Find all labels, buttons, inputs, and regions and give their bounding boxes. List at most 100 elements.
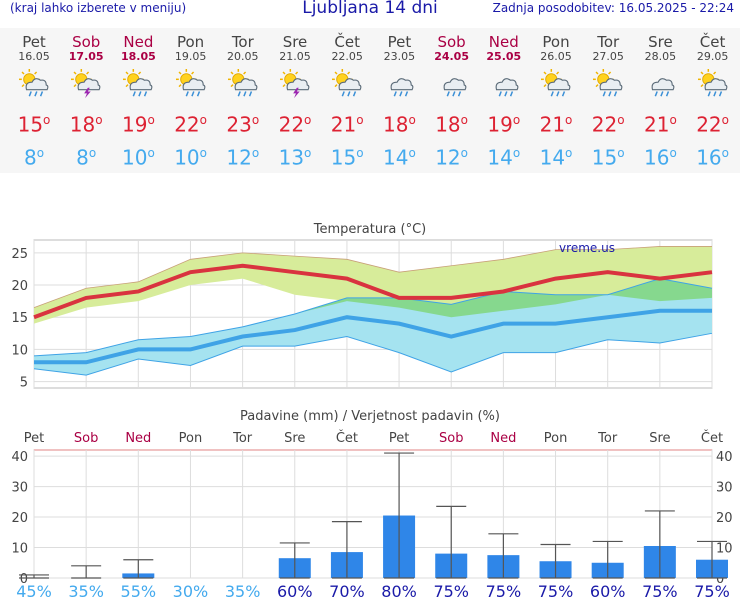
day-name: Čet bbox=[699, 33, 726, 51]
cloud-rain-icon bbox=[478, 69, 530, 99]
forecast-strip: Pet 16.05 15o 8o Sob 17.05 18o 8o Ned 18.05 19o 10o… bbox=[0, 28, 740, 173]
temp-min: 14o bbox=[539, 145, 573, 170]
temp-max: 21o bbox=[330, 112, 364, 137]
precip-probability: 80% bbox=[381, 582, 417, 600]
sun-cloud-rain-icon bbox=[8, 69, 60, 99]
x-tick-label: Pon bbox=[179, 431, 203, 446]
day-date: 23.05 bbox=[383, 50, 416, 63]
temp-min: 8o bbox=[23, 145, 45, 170]
sun-cloud-rain-icon bbox=[217, 69, 269, 99]
x-tick-label: Ned bbox=[125, 431, 151, 446]
sun-cloud-rain-icon bbox=[582, 69, 634, 99]
x-tick-label: Sob bbox=[439, 431, 463, 446]
day-name: Pet bbox=[387, 33, 412, 51]
temp-max: 22o bbox=[591, 112, 625, 137]
day-forecast: Pet 16.05 15o 8o bbox=[8, 28, 60, 170]
temp-min: 8o bbox=[76, 145, 97, 170]
temp-max: 15o bbox=[17, 112, 51, 137]
day-forecast: Ned 18.05 19o 10o bbox=[112, 28, 164, 170]
temp-max: 22o bbox=[696, 112, 729, 137]
precip-probability: 75% bbox=[433, 582, 469, 600]
day-date: 18.05 bbox=[120, 50, 156, 63]
min-lower-line bbox=[33, 332, 713, 376]
x-tick-label: Tor bbox=[597, 431, 618, 446]
last-update: Zadnja posodobitev: 16.05.2025 - 22:24 bbox=[492, 1, 734, 15]
max-upper-line bbox=[33, 246, 712, 308]
x-tick-label: Pet bbox=[24, 431, 44, 446]
sun-cloud-thunder-icon bbox=[269, 69, 321, 99]
max-temp-line bbox=[33, 263, 713, 320]
temp-min: 12o bbox=[226, 145, 260, 170]
day-date: 27.05 bbox=[592, 50, 624, 63]
min-upper-line bbox=[33, 278, 713, 357]
day-name: Pon bbox=[542, 33, 570, 51]
x-tick-label: Čet bbox=[701, 430, 723, 446]
temp-max: 18o bbox=[435, 112, 468, 137]
day-name: Pet bbox=[22, 33, 46, 51]
x-tick-label: Ned bbox=[490, 431, 516, 446]
day-forecast: Tor 20.05 23o 12o bbox=[217, 28, 269, 170]
sun-cloud-rain-icon bbox=[530, 69, 582, 99]
day-forecast: Pon 26.05 21o 14o bbox=[530, 28, 582, 170]
temp-min: 10o bbox=[174, 145, 207, 170]
temp-min: 13o bbox=[278, 145, 312, 170]
y-tick-label: 10 bbox=[11, 343, 28, 358]
y-tick-label-left: 20 bbox=[11, 511, 28, 526]
temp-max: 22o bbox=[278, 112, 312, 137]
day-forecast: Ned 25.05 19o 14o bbox=[478, 28, 530, 170]
y-tick-label-left: 30 bbox=[11, 481, 28, 496]
day-forecast: Pet 23.05 18o 14o bbox=[373, 28, 425, 170]
day-date: 22.05 bbox=[331, 50, 363, 63]
precip-probability: 70% bbox=[329, 582, 365, 600]
precip-probability: 75% bbox=[486, 582, 522, 600]
y-tick-label: 5 bbox=[20, 376, 28, 391]
temp-min: 14o bbox=[382, 145, 416, 170]
x-tick-label: Tor bbox=[232, 431, 253, 446]
page-title: Ljubljana 14 dni bbox=[302, 0, 438, 18]
temp-min: 15o bbox=[330, 145, 364, 170]
temp-min: 16o bbox=[643, 145, 677, 170]
day-forecast: Čet 29.05 22o 16o bbox=[687, 28, 739, 170]
temp-max: 18o bbox=[69, 112, 103, 137]
sun-cloud-rain-icon bbox=[112, 69, 164, 99]
day-forecast: Sre 21.05 22o 13o bbox=[269, 28, 321, 170]
temp-max: 22o bbox=[174, 112, 207, 137]
x-tick-label: Čet bbox=[336, 430, 358, 446]
cloud-rain-icon bbox=[373, 69, 425, 99]
temp-min: 16o bbox=[696, 145, 729, 170]
day-date: 26.05 bbox=[540, 50, 572, 63]
precip-probability: 35% bbox=[68, 582, 104, 600]
day-date: 29.05 bbox=[696, 50, 729, 63]
watermark: vreme.us bbox=[559, 241, 615, 255]
day-date: 20.05 bbox=[227, 50, 259, 63]
y-tick-label-right: 10 bbox=[716, 542, 733, 557]
temp-min: 12o bbox=[435, 145, 468, 170]
day-date: 24.05 bbox=[434, 50, 469, 63]
precip-probability: 75% bbox=[694, 582, 730, 600]
day-date: 21.05 bbox=[279, 50, 311, 63]
x-tick-label: Sre bbox=[284, 431, 305, 446]
cloud-rain-icon bbox=[634, 69, 686, 99]
day-name: Sre bbox=[282, 33, 308, 51]
cloud-rain-icon bbox=[426, 69, 478, 99]
x-tick-label: Pon bbox=[544, 431, 568, 446]
day-forecast: Sob 24.05 18o 12o bbox=[426, 28, 478, 170]
forecast-charts: Temperatura (°C) 5 10 15 20 25 vreme.us Padavin… bbox=[11, 222, 733, 600]
sun-cloud-rain-icon bbox=[687, 69, 739, 99]
y-tick-label: 20 bbox=[11, 279, 28, 294]
y-tick-label: 25 bbox=[11, 247, 28, 262]
day-name: Tor bbox=[231, 33, 254, 51]
temperature-chart-title: Temperatura (°C) bbox=[313, 222, 426, 237]
day-date: 19.05 bbox=[174, 50, 207, 63]
temp-min: 10o bbox=[121, 145, 155, 170]
y-tick-label-right: 30 bbox=[716, 481, 733, 496]
day-date: 16.05 bbox=[18, 50, 50, 63]
day-forecast: Sre 28.05 21o 16o bbox=[634, 28, 686, 170]
y-tick-label-left: 10 bbox=[11, 542, 28, 557]
day-date: 28.05 bbox=[644, 50, 677, 63]
min-temp-line bbox=[34, 308, 712, 365]
location-hint: (kraj lahko izberete v meniju) bbox=[10, 1, 187, 15]
precip-probability: 45% bbox=[16, 582, 52, 600]
temp-max: 18o bbox=[382, 112, 416, 137]
precip-probability: 60% bbox=[277, 582, 313, 600]
